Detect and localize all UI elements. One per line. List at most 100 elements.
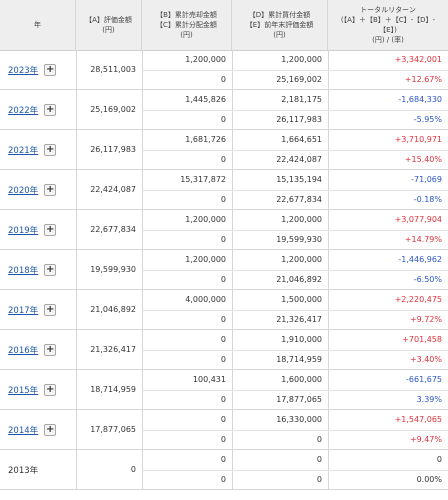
column-divider — [76, 50, 77, 90]
total-return-amount: -1,684,330 — [398, 95, 442, 104]
valuation-amount: 19,599,930 — [90, 265, 136, 274]
cumulative-distribution-amount: 0 — [220, 395, 226, 404]
valuation-amount: 22,424,087 — [90, 185, 136, 194]
year-link[interactable]: 2019年 — [8, 226, 39, 236]
year-link[interactable]: 2017年 — [8, 306, 39, 316]
row-divider — [142, 310, 448, 311]
year-link[interactable]: 2020年 — [8, 186, 39, 196]
cumulative-distribution-amount: 0 — [220, 315, 226, 324]
total-return-amount: -661,675 — [406, 375, 442, 384]
valuation-amount: 25,169,002 — [90, 105, 136, 114]
cumulative-distribution-amount: 0 — [220, 155, 226, 164]
cumulative-purchase-amount: 2,181,175 — [281, 95, 322, 104]
year-link[interactable]: 2022年 — [8, 106, 39, 116]
header-total-return: トータルリターン (【A】＋【B】＋【C】-【D】- 【E】) (円) / (率… — [328, 0, 448, 50]
total-return-amount: +701,458 — [402, 335, 442, 344]
row-divider — [142, 150, 448, 151]
cumulative-sales-amount: 1,200,000 — [185, 255, 226, 264]
header-purchase-prev-valuation: 【D】累計買付金額 【E】前年末評価金額 (円) — [232, 0, 328, 50]
table-row: 2020年 +22,424,087 15,317,872 0 15,135,194 22,… — [0, 170, 448, 210]
valuation-amount: 22,677,834 — [90, 225, 136, 234]
table-row: 2023年 +28,511,003 1,200,000 0 1,200,000 25,16… — [0, 50, 448, 90]
cumulative-purchase-amount: 1,500,000 — [281, 295, 322, 304]
row-divider — [142, 470, 448, 471]
valuation-amount: 28,511,003 — [90, 65, 136, 74]
year-link[interactable]: 2018年 — [8, 266, 39, 276]
total-return-amount: 0 — [436, 455, 442, 464]
total-return-amount: +1,547,065 — [394, 415, 442, 424]
year-link[interactable]: 2014年 — [8, 426, 39, 436]
prev-year-valuation-amount: 0 — [316, 435, 322, 444]
row-divider — [142, 270, 448, 271]
cumulative-distribution-amount: 0 — [220, 235, 226, 244]
prev-year-valuation-amount: 17,877,065 — [276, 395, 322, 404]
year-cell: 2019年 + — [8, 223, 57, 237]
header-de-unit: (円) — [273, 31, 286, 39]
header-prev-valuation-label: 【E】前年末評価金額 — [245, 21, 314, 29]
cumulative-sales-amount: 1,200,000 — [185, 55, 226, 64]
cumulative-purchase-amount: 1,200,000 — [281, 55, 322, 64]
column-divider — [76, 370, 77, 410]
year-link[interactable]: 2015年 — [8, 386, 39, 396]
prev-year-valuation-amount: 22,677,834 — [276, 195, 322, 204]
total-return-rate: +9.47% — [409, 435, 442, 444]
total-return-amount: -1,446,962 — [398, 255, 442, 264]
expand-plus-icon[interactable]: + — [44, 264, 57, 276]
year-label: 2013年 — [8, 466, 39, 476]
prev-year-valuation-amount: 26,117,983 — [276, 115, 322, 124]
total-return-rate: 0.00% — [416, 475, 442, 484]
expand-plus-icon[interactable]: + — [44, 224, 57, 236]
expand-plus-icon[interactable]: + — [44, 384, 57, 396]
year-link[interactable]: 2021年 — [8, 146, 39, 156]
column-divider — [76, 410, 77, 450]
prev-year-valuation-amount: 18,714,959 — [276, 355, 322, 364]
valuation-amount: 21,046,892 — [90, 305, 136, 314]
year-cell: 2020年 + — [8, 183, 57, 197]
header-valuation-label: 【A】評価金額 — [85, 16, 132, 24]
header-valuation: 【A】評価金額 (円) — [76, 0, 142, 50]
header-sales-distribution: 【B】累計売却金額 【C】累計分配金額 (円) — [142, 0, 232, 50]
cumulative-sales-amount: 1,445,826 — [185, 95, 226, 104]
header-year: 年 — [0, 0, 76, 50]
expand-plus-icon[interactable]: + — [44, 104, 57, 116]
table-header: 年 【A】評価金額 (円) 【B】累計売却金額 【C】累計分配金額 (円) 【D… — [0, 0, 448, 51]
total-return-amount: +3,710,971 — [394, 135, 442, 144]
total-return-rate: +12.67% — [404, 75, 442, 84]
cumulative-distribution-amount: 0 — [220, 355, 226, 364]
table-row: 2017年 +21,046,892 4,000,000 0 1,500,000 21,32… — [0, 290, 448, 330]
cumulative-sales-amount: 0 — [220, 455, 226, 464]
year-cell: 2021年 + — [8, 143, 57, 157]
cumulative-purchase-amount: 16,330,000 — [276, 415, 322, 424]
table-row: 2013年 0 0 0 0 0 0 0.00% — [0, 450, 448, 490]
column-divider — [76, 130, 77, 170]
total-return-amount: +3,342,001 — [394, 55, 442, 64]
column-divider — [76, 170, 77, 210]
year-link[interactable]: 2016年 — [8, 346, 39, 356]
cumulative-distribution-amount: 0 — [220, 115, 226, 124]
year-link[interactable]: 2023年 — [8, 66, 39, 76]
total-return-rate: -5.95% — [413, 115, 442, 124]
prev-year-valuation-amount: 21,326,417 — [276, 315, 322, 324]
valuation-amount: 21,326,417 — [90, 345, 136, 354]
table-row: 2021年 +26,117,983 1,681,726 0 1,664,651 22,42… — [0, 130, 448, 170]
expand-plus-icon[interactable]: + — [44, 184, 57, 196]
expand-plus-icon[interactable]: + — [44, 424, 57, 436]
total-return-rate: +9.72% — [409, 315, 442, 324]
cumulative-sales-amount: 100,431 — [192, 375, 226, 384]
header-formula-2: 【E】) — [379, 26, 397, 34]
prev-year-valuation-amount: 25,169,002 — [276, 75, 322, 84]
total-return-rate: -6.50% — [413, 275, 442, 284]
expand-plus-icon[interactable]: + — [44, 144, 57, 156]
expand-plus-icon[interactable]: + — [44, 344, 57, 356]
prev-year-valuation-amount: 22,424,087 — [276, 155, 322, 164]
expand-plus-icon[interactable]: + — [44, 304, 57, 316]
cumulative-purchase-amount: 15,135,194 — [276, 175, 322, 184]
row-divider — [142, 190, 448, 191]
total-return-rate: +15.40% — [404, 155, 442, 164]
table-row: 2014年 +17,877,065 0 0 16,330,000 0 +1,547,065 +… — [0, 410, 448, 450]
year-cell: 2023年 + — [8, 63, 57, 77]
column-divider — [76, 90, 77, 130]
header-sales-label: 【B】累計売却金額 — [156, 11, 217, 19]
expand-plus-icon[interactable]: + — [44, 64, 57, 76]
table-row: 2022年 +25,169,002 1,445,826 0 2,181,175 26,11… — [0, 90, 448, 130]
